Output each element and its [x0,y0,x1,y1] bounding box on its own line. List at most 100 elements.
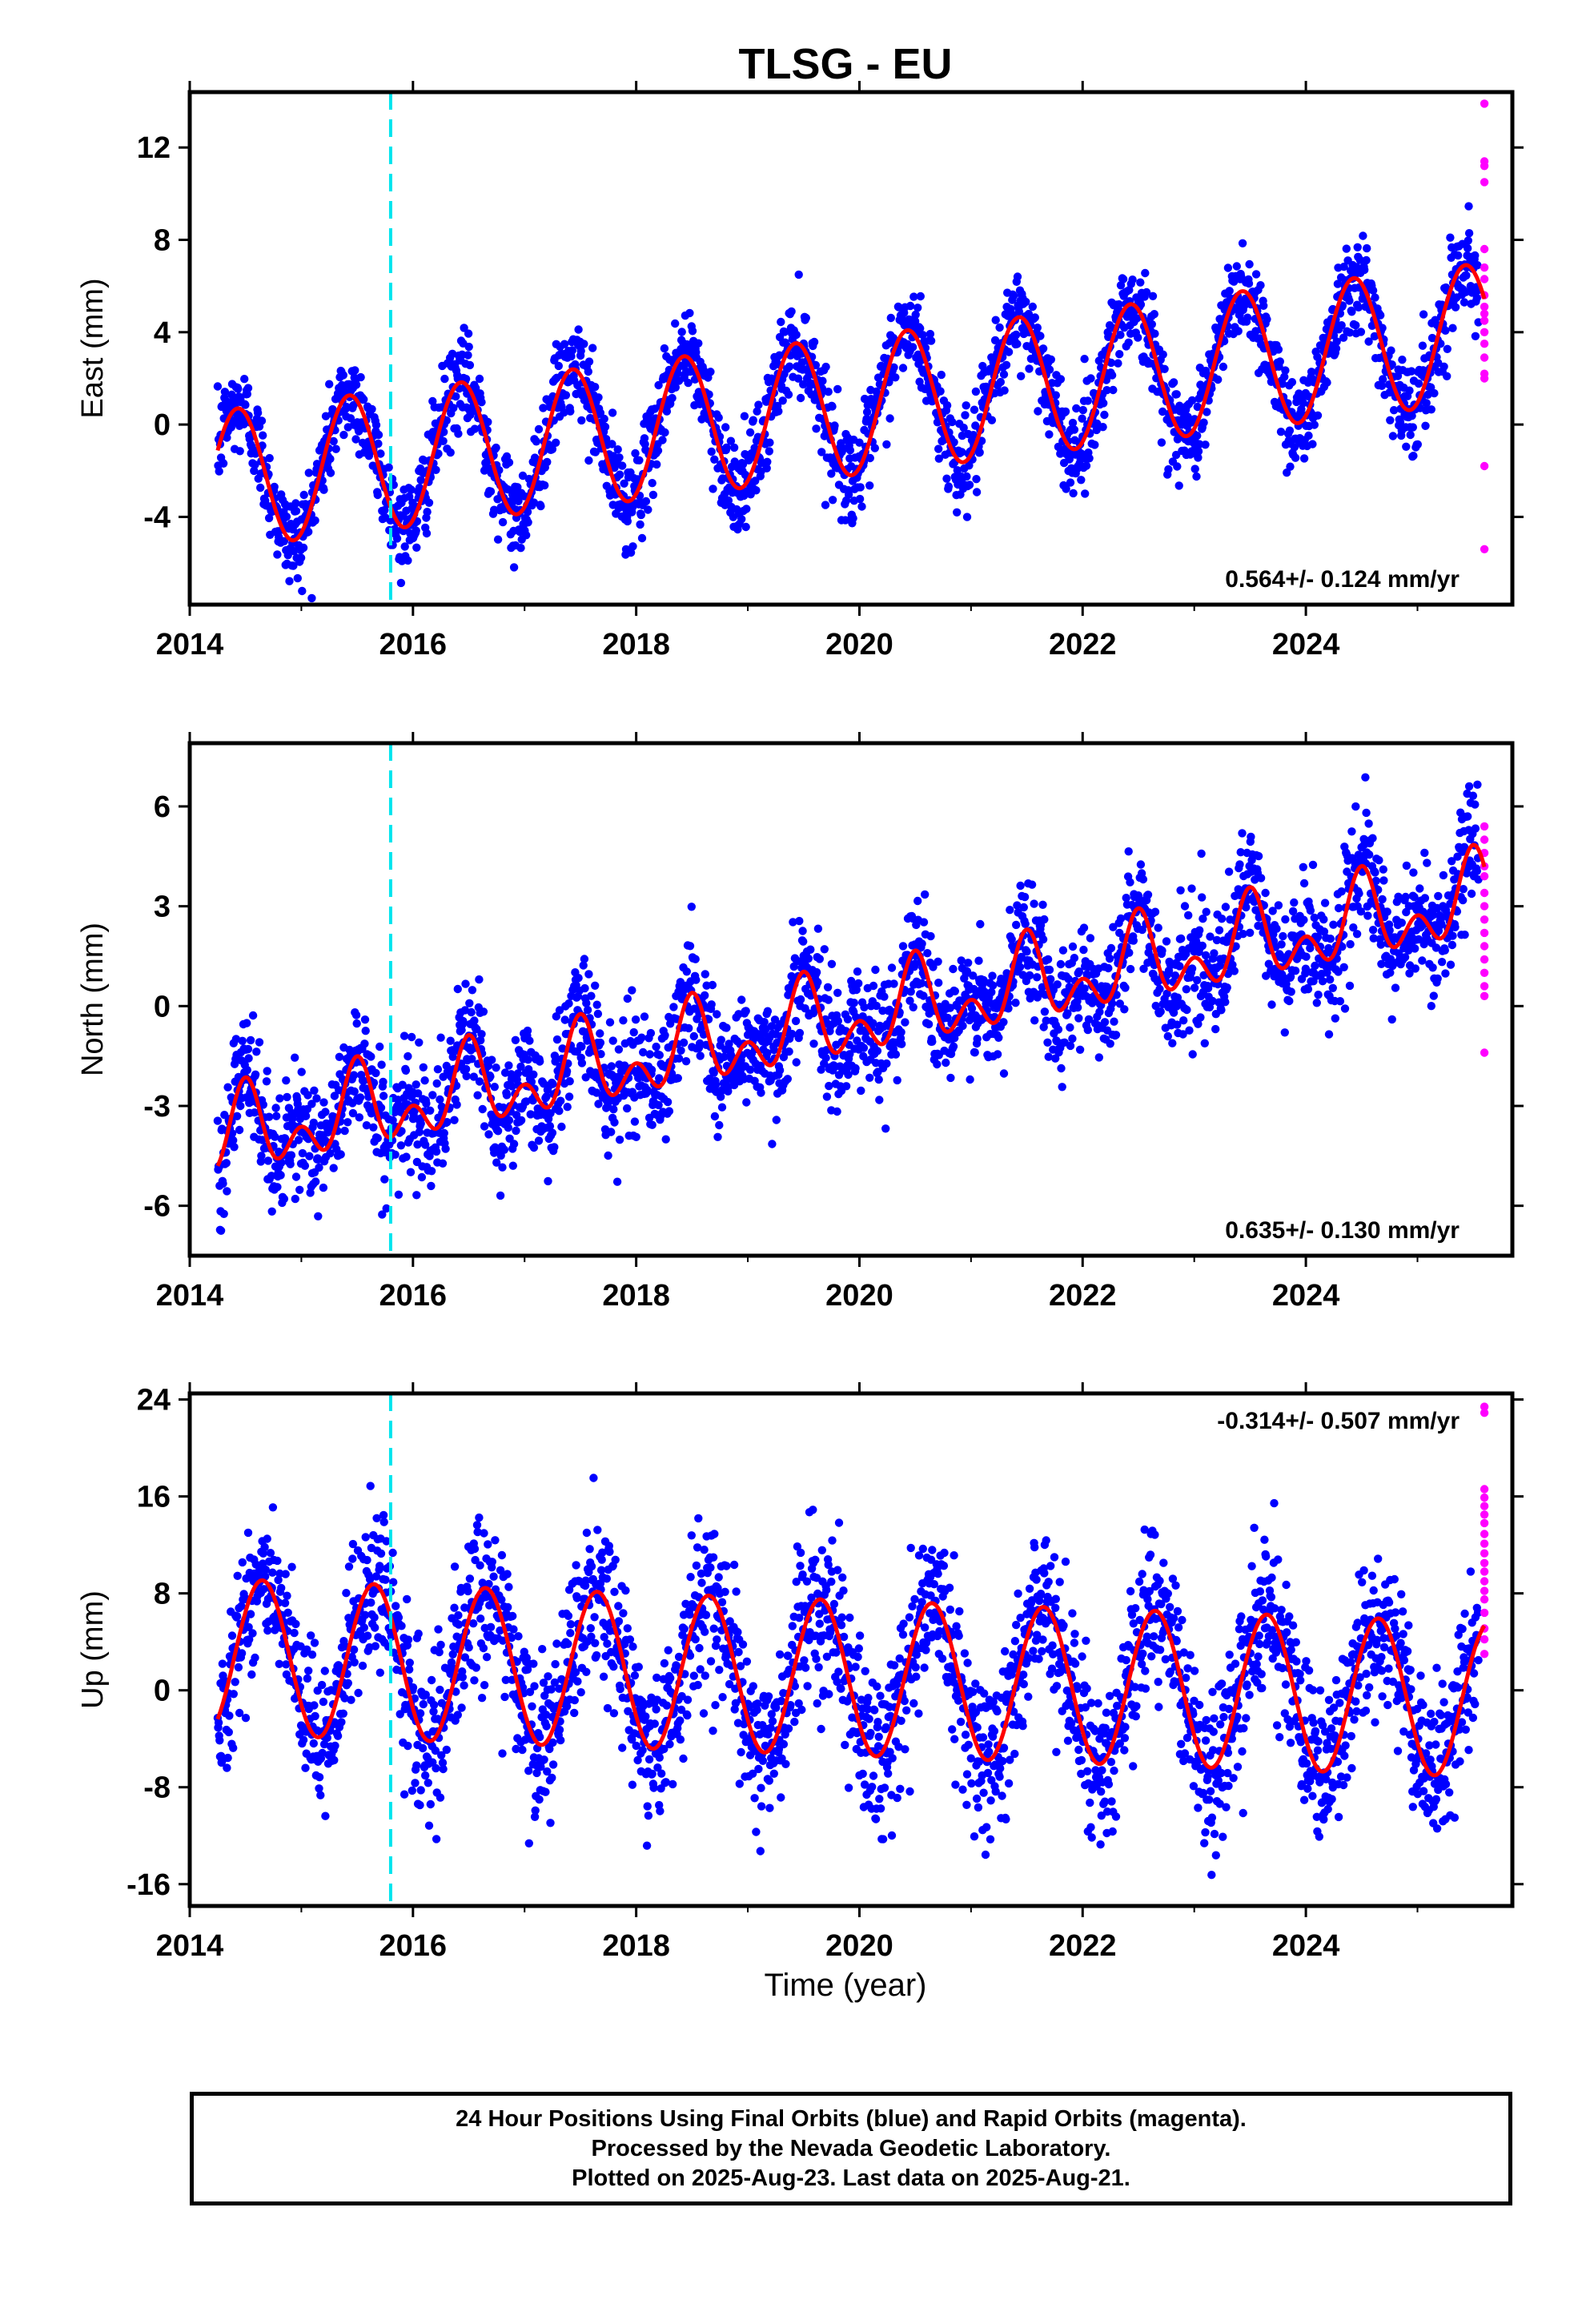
final-orbit-point [1278,380,1287,388]
final-orbit-point [1094,1053,1104,1062]
final-orbit-point [1232,262,1242,271]
final-orbit-point [833,988,842,998]
final-orbit-point [1184,911,1193,920]
final-orbit-point [377,1060,386,1069]
final-orbit-point [820,945,829,954]
final-orbit-point [1192,472,1201,481]
final-orbit-point [648,479,656,488]
final-orbit-point [1157,438,1166,447]
final-orbit-point [1286,462,1295,471]
final-orbit-point [962,513,972,521]
final-orbit-point [1199,418,1208,427]
final-orbit-point [1353,243,1362,251]
final-orbit-point [1034,407,1042,416]
final-orbit-point [508,1082,516,1091]
final-orbit-point [542,1092,551,1101]
final-orbit-point [1116,281,1126,290]
final-orbit-point [1068,1034,1077,1043]
final-orbit-point [534,1136,544,1145]
final-orbit-point [921,890,930,899]
final-orbit-point [262,1077,271,1086]
final-orbit-point [285,577,294,585]
x-tick-label: 2020 [825,628,893,661]
final-orbit-point [908,343,917,352]
final-orbit-point [859,1043,869,1052]
final-orbit-point [476,1035,485,1045]
final-orbit-point [1147,320,1157,329]
final-orbit-point [701,970,709,979]
final-orbit-point [706,368,715,376]
final-orbit-point [1362,255,1371,265]
final-orbit-point [259,431,267,440]
final-orbit-point [942,1058,950,1068]
final-orbit-point [1064,975,1073,983]
final-orbit-point [223,1187,231,1196]
final-orbit-point [540,480,549,490]
final-orbit-point [752,486,761,495]
final-orbit-point [1194,453,1203,462]
final-orbit-point [809,337,819,347]
final-orbit-point [1323,378,1331,387]
final-orbit-point [1179,1016,1188,1025]
final-orbit-point [475,1077,484,1086]
final-orbit-point [468,986,477,995]
final-orbit-point [607,1128,616,1136]
final-orbit-point [484,417,492,427]
final-orbit-point [1065,455,1074,464]
final-orbit-point [1246,928,1255,938]
final-orbit-point [1098,423,1107,432]
final-orbit-point [961,411,970,420]
final-orbit-point [994,1033,1003,1043]
final-orbit-points [213,773,1483,1236]
final-orbit-point [551,1057,560,1066]
final-orbit-point [763,457,772,466]
final-orbit-point [524,1055,532,1064]
final-orbit-point [518,471,528,480]
final-orbit-point [1268,907,1277,915]
final-orbit-point [1464,229,1474,238]
final-orbit-point [243,1019,251,1027]
final-orbit-point [969,971,978,980]
final-orbit-point [901,1018,909,1027]
final-orbit-point [492,443,500,452]
final-orbit-point [869,1019,877,1027]
final-orbit-point [689,1031,698,1041]
final-orbit-point [1239,930,1247,939]
final-orbit-point [885,414,894,423]
final-orbit-point [991,316,1000,324]
final-orbit-point [234,384,243,393]
final-orbit-point [827,959,837,969]
final-orbit-point [1115,999,1125,1008]
final-orbit-point [405,492,414,501]
final-orbit-point [1188,1050,1197,1059]
final-orbit-point [973,1035,982,1043]
final-orbit-point [1124,338,1133,347]
final-orbit-point [854,979,863,988]
final-orbit-point [1109,923,1118,931]
final-orbit-point [343,1118,352,1127]
final-orbit-point [1027,880,1037,889]
final-orbit-point [629,1027,638,1037]
final-orbit-point [631,448,640,458]
final-orbit-point [283,1092,291,1102]
final-orbit-point [844,490,853,499]
final-orbit-point [942,401,952,410]
final-orbit-point [1004,1004,1013,1013]
x-tick-label: 2024 [1272,628,1340,661]
final-orbit-point [1200,1039,1210,1048]
final-orbit-point [1110,1017,1118,1026]
final-orbit-point [440,428,448,436]
final-orbit-point [422,529,432,538]
final-orbit-point [1162,937,1171,946]
final-orbit-point [972,475,981,484]
final-orbit-point [298,586,307,596]
final-orbit-point [453,984,462,994]
final-orbit-point [1015,963,1025,971]
final-orbit-point [582,999,591,1007]
final-orbit-point [1073,997,1082,1006]
final-orbit-point [881,1124,890,1133]
final-orbit-point [1259,301,1268,310]
final-orbit-point [669,1003,678,1011]
final-orbit-point [749,416,757,424]
